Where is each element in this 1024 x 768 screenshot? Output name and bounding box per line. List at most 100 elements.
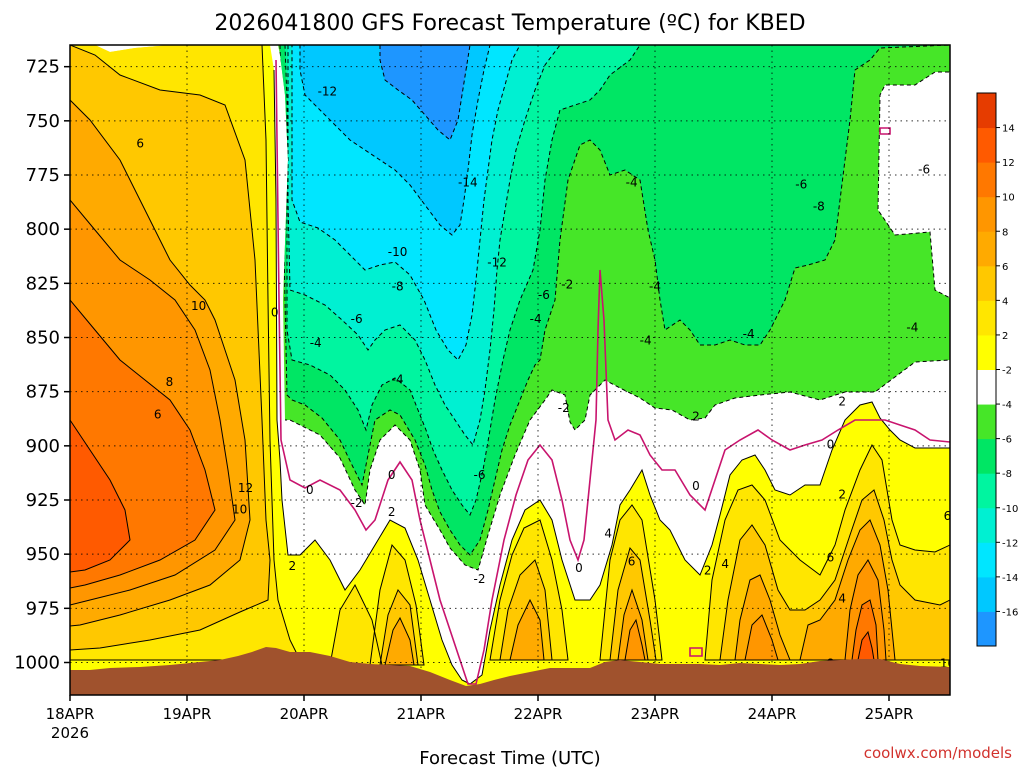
contour-label-text: 2: [838, 488, 846, 502]
contour-label-text: -2: [351, 496, 363, 510]
y-tick-label: 850: [26, 328, 60, 349]
contour-label-text: -4: [626, 176, 638, 190]
contour-label: -12: [318, 85, 338, 99]
warm-contour-w4-3: [489, 519, 569, 661]
contour-label: 6: [136, 137, 144, 151]
warm-contour-w8-0: [70, 98, 251, 627]
x-axis-label: Forecast Time (UTC): [419, 748, 600, 768]
colorbar-tick-label: 2: [1002, 331, 1008, 342]
contour-label-text: -4: [959, 241, 971, 255]
contour-label: 8: [166, 375, 174, 389]
colorbar-tick-label: -16: [1002, 607, 1018, 618]
contour-label-text: -4: [743, 327, 755, 341]
warm-contour-w10-1: [624, 618, 646, 661]
cold-contour-c10-0: [291, 45, 521, 361]
contour-label-text: 2: [288, 559, 296, 573]
cold-edge-contour: [285, 45, 950, 571]
colorbar-tick-label: 10: [1002, 193, 1015, 204]
contour-label: 10: [232, 503, 247, 517]
contour-label-text: -4: [649, 280, 661, 294]
contour-label-text: -10: [388, 245, 408, 259]
cold-contour-lines: [279, 45, 950, 571]
colorbar-tick-label: -2: [1002, 366, 1012, 377]
contour-label-text: -14: [458, 176, 478, 190]
contour-label-text: 6: [944, 509, 952, 523]
contour-label-text: 6: [827, 550, 835, 564]
contour-label: -6: [538, 288, 550, 302]
contour-label: 6: [628, 555, 636, 569]
contour-label-text: -2: [558, 401, 570, 415]
colorbar-tick-label: -12: [1002, 538, 1018, 549]
contour-label-text: -4: [310, 336, 322, 350]
contour-label: 6: [827, 550, 835, 564]
freezing-line-cold-edge: [689, 127, 891, 657]
colorbar-swatch: [977, 265, 996, 301]
contour-label-text: -4: [530, 312, 542, 326]
colorbar-swatch: [977, 438, 996, 474]
cold-contour-c12-0: [299, 45, 491, 236]
colorbar-swatch: [977, 300, 996, 336]
contour-label-text: 6: [628, 555, 636, 569]
contour-label: -4: [956, 240, 974, 255]
contour-label-text: -4: [640, 334, 652, 348]
contour-label: 6: [154, 407, 162, 421]
cold-contour-c4-0: [279, 45, 950, 556]
contour-label-text: 0: [306, 483, 314, 497]
contour-label-text: -12: [318, 85, 338, 99]
warm-contour-w8-5: [799, 519, 896, 661]
contour-label-text: -6: [351, 312, 363, 326]
contour-label-text: 0: [271, 306, 279, 320]
warm-contour-w8-4: [734, 574, 791, 661]
colorbar-swatch: [977, 542, 996, 578]
contour-label: 0: [692, 479, 700, 493]
contour-label: -2: [351, 496, 363, 510]
warm-contour-w6-3: [609, 546, 657, 661]
cold-contour-c14-0: [379, 45, 471, 141]
contour-label-text: -4: [906, 321, 918, 335]
warm-contour-w10-0: [70, 198, 236, 606]
y-tick-label: 825: [26, 273, 60, 294]
contour-label-text: 0: [827, 438, 835, 452]
colorbar-tick-label: -8: [1002, 469, 1012, 480]
contour-label: -10: [388, 245, 408, 259]
x-tick-label: 25APR: [865, 705, 914, 723]
contour-label-text: 10: [191, 299, 206, 313]
colorbar-swatch: [977, 369, 996, 405]
contour-label-text: 4: [604, 527, 612, 541]
contour-label: -8: [392, 280, 404, 294]
contour-label: 2: [288, 559, 296, 573]
contour-label: 8: [953, 534, 965, 549]
contour-label-text: -6: [918, 163, 930, 177]
x-tick-label: 20APR: [280, 705, 329, 723]
credit-text: coolwx.com/models: [864, 744, 1012, 762]
y-tick-label: 750: [26, 111, 60, 132]
warm-contour-w4-4: [599, 504, 663, 661]
contour-label: -14: [458, 176, 478, 190]
colorbar-tick-label: -10: [1002, 504, 1018, 515]
y-tick-label: 925: [26, 490, 60, 511]
warm-contour-w10-2: [744, 614, 779, 661]
y-tick-label: 800: [26, 219, 60, 240]
y-tick-label: 900: [26, 436, 60, 457]
warm-contour-w6-0: [70, 45, 271, 651]
warm-contour-w10-3: [844, 559, 887, 661]
contour-label: 2: [838, 488, 846, 502]
ground-terrain: [70, 647, 950, 695]
y-tick-label: 950: [26, 544, 60, 565]
colorbar-tick-label: -6: [1002, 435, 1012, 446]
contour-label: -4: [626, 176, 638, 190]
x-tick-label: 18APR: [46, 705, 95, 723]
colorbar-tick-label: 8: [1002, 227, 1008, 238]
y-tick-label: 775: [26, 165, 60, 186]
contour-label: 2: [692, 410, 700, 424]
contour-label: 2: [388, 505, 396, 519]
colorbar-swatch: [977, 507, 996, 543]
contour-label: 4: [604, 527, 612, 541]
contour-label-bg: [956, 240, 974, 253]
warm-band-4-6: [70, 45, 950, 665]
contour-label-text: 2: [388, 505, 396, 519]
contour-label: 0: [575, 561, 583, 575]
colorbar: -16 -14 -12 -10 -8 -6 -4 -2 2 4 6 8 10 12 14: [976, 92, 1018, 647]
colorbar-tick-label: -4: [1002, 400, 1012, 411]
